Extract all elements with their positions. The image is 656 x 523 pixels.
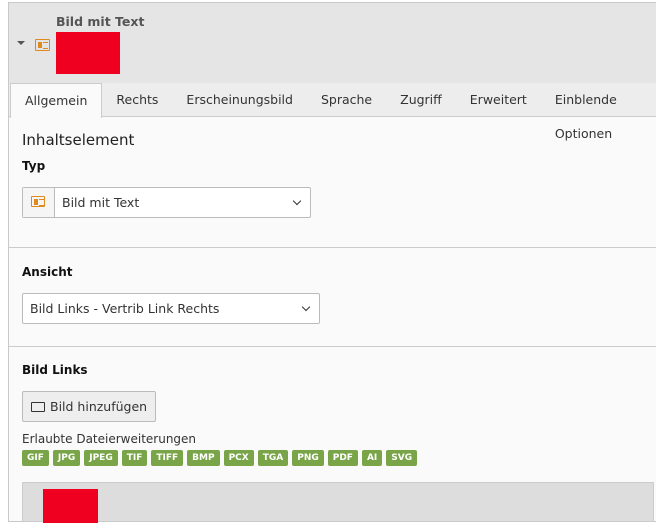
view-label: Ansicht (22, 265, 73, 279)
type-icon-box (23, 188, 55, 217)
collapse-caret-icon[interactable] (17, 41, 25, 45)
panel-header[interactable]: Bild mit Text (9, 3, 656, 83)
extension-badge: JPG (52, 450, 81, 466)
content-element-panel: Bild mit Text Allgemein Rechts Erscheinu… (8, 2, 656, 523)
content-textpic-icon (35, 39, 50, 51)
add-image-label: Bild hinzufügen (50, 399, 148, 414)
chevron-down-icon (301, 302, 311, 312)
extension-badge: SVG (386, 450, 418, 466)
extension-badge: BMP (187, 450, 220, 466)
tab-bar: Allgemein Rechts Erscheinungsbild Sprach… (9, 83, 656, 141)
extension-badge: TGA (257, 450, 289, 466)
extension-badge: TIF (121, 450, 148, 466)
tab-rechts[interactable]: Rechts (116, 92, 159, 107)
tab-sprache[interactable]: Sprache (320, 92, 373, 107)
extension-badge: AI (361, 450, 383, 466)
folder-icon (31, 401, 45, 412)
extension-badge: TIFF (151, 450, 184, 466)
view-value: Bild Links - Vertrib Link Rechts (30, 301, 220, 316)
tab-erweitert[interactable]: Erweitert (469, 92, 527, 107)
extension-badge: PDF (327, 450, 358, 466)
file-reference[interactable] (22, 482, 654, 523)
tab-zugriff[interactable]: Zugriff (400, 92, 442, 107)
extension-badge: GIF (22, 450, 49, 466)
image-label: Bild Links (22, 363, 88, 377)
allowed-extensions-label: Erlaubte Dateierweiterungen (22, 432, 197, 446)
extension-badge: PNG (292, 450, 324, 466)
extension-badge: PCX (223, 450, 254, 466)
file-thumbnail (43, 489, 98, 523)
content-textpic-icon (31, 196, 45, 207)
chevron-down-icon (292, 196, 302, 206)
type-label: Typ (22, 159, 46, 173)
tab-erscheinungsbild[interactable]: Erscheinungsbild (186, 92, 293, 107)
add-image-button[interactable]: Bild hinzufügen (22, 391, 157, 422)
extension-badges: GIF JPG JPEG TIF TIFF BMP PCX TGA PNG PDF AI SVG (22, 450, 654, 466)
view-select[interactable]: Bild Links - Vertrib Link Rechts (22, 293, 320, 324)
section-heading: Inhaltselement (22, 131, 135, 149)
panel-title: Bild mit Text (56, 14, 145, 29)
tab-einblende-optionen[interactable]: Einblende Optionen (554, 92, 617, 141)
extension-badge: JPEG (84, 450, 118, 466)
type-value: Bild mit Text (62, 195, 140, 210)
image-thumbnail (56, 32, 120, 74)
tab-allgemein[interactable]: Allgemein (10, 83, 103, 118)
type-select[interactable]: Bild mit Text (22, 187, 311, 218)
